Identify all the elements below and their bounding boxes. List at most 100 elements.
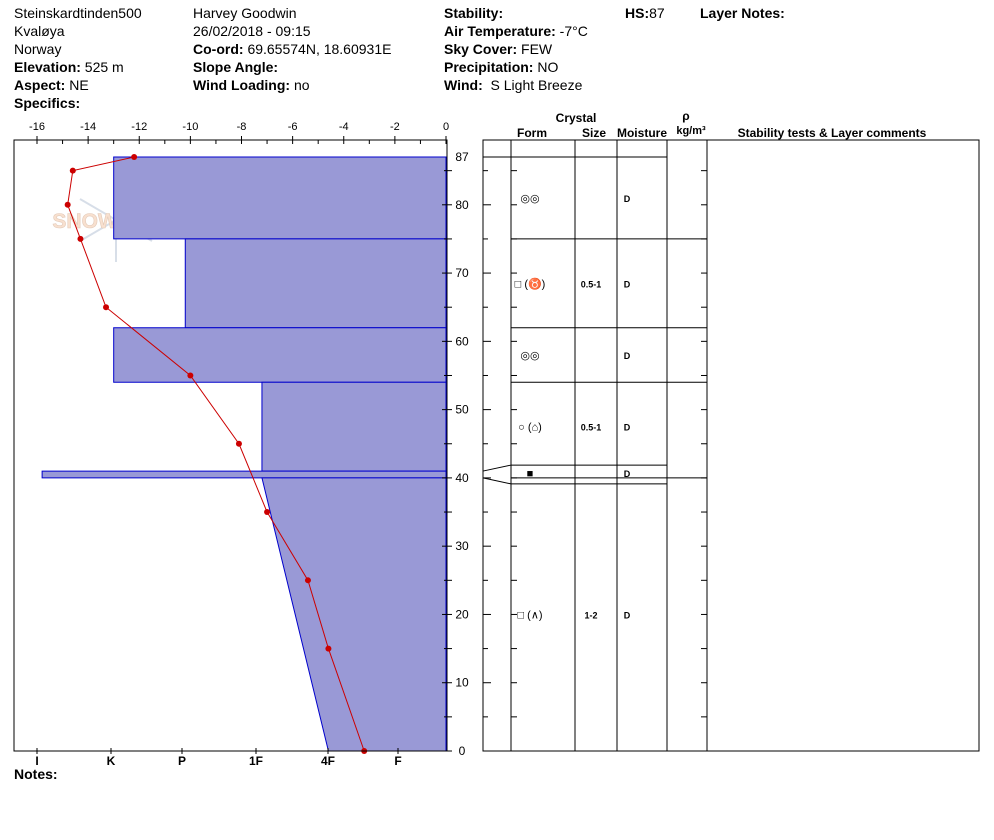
layer-moisture-3: D bbox=[624, 423, 631, 433]
coord-row: Co-ord: 69.65574N, 18.60931E bbox=[193, 40, 391, 58]
hardness-layer-3 bbox=[261, 381, 447, 472]
specifics-row: Specifics: bbox=[14, 94, 142, 112]
temperature-point-4 bbox=[103, 304, 110, 311]
wind-loading-row: Wind Loading: no bbox=[193, 76, 391, 94]
crystal-header: Crystal bbox=[556, 111, 597, 125]
wind-value: S Light Breeze bbox=[490, 77, 583, 93]
height-tick-label-4: 40 bbox=[455, 471, 469, 485]
size-header: Size bbox=[582, 126, 606, 140]
layer-size-3: 0.5-1 bbox=[581, 423, 602, 433]
site-name: Steinskardtinden500 bbox=[14, 5, 142, 21]
air-temp-label: Air Temperature: bbox=[444, 23, 556, 39]
temperature-point-5 bbox=[187, 372, 194, 379]
height-tick-label-0: 0 bbox=[459, 744, 466, 758]
layer-form-3: ○ (⌂) bbox=[518, 422, 542, 434]
layer-moisture-5: D bbox=[624, 610, 631, 620]
specifics-label: Specifics: bbox=[14, 95, 81, 111]
height-tick-label-8: 80 bbox=[455, 198, 469, 212]
hs-label: HS: bbox=[625, 5, 650, 21]
hardness-axis: I K P 1F 4F F bbox=[35, 748, 402, 768]
layer-form-2: ◎◎ bbox=[520, 350, 539, 362]
layer-moisture-0: D bbox=[624, 194, 631, 204]
aspect-value: NE bbox=[69, 77, 89, 93]
height-tick-label-5: 50 bbox=[455, 403, 469, 417]
elevation-value: 525 m bbox=[84, 59, 124, 75]
notes-row: Notes: bbox=[14, 765, 58, 783]
temp-tick-label-4: -8 bbox=[237, 121, 247, 133]
country-name: Norway bbox=[14, 41, 62, 57]
layer-form-4: ■ bbox=[527, 468, 534, 480]
temperature-point-3 bbox=[77, 235, 84, 242]
height-tick-label-7: 70 bbox=[455, 266, 469, 280]
layer-moisture-2: D bbox=[624, 351, 631, 361]
obs-datetime: 26/02/2018 - 09:15 bbox=[193, 23, 311, 39]
notes-label: Notes: bbox=[14, 766, 58, 782]
slope-row: Slope Angle: bbox=[193, 58, 391, 76]
wind-row: Wind: S Light Breeze bbox=[444, 76, 588, 94]
region-name: Kvaløya bbox=[14, 23, 65, 39]
height-axis: 0 10 20 30 40 50 60 70 80 87 bbox=[442, 150, 707, 758]
header-col3: Stability: Air Temperature: -7°C Sky Cov… bbox=[444, 4, 588, 94]
temperature-point-2 bbox=[64, 201, 71, 208]
temperature-point-8 bbox=[304, 577, 311, 584]
hardness-label-0: I bbox=[35, 754, 38, 768]
layer-size-5: 1-2 bbox=[584, 610, 597, 620]
hardness-label-1: K bbox=[107, 754, 116, 768]
moisture-header: Moisture bbox=[617, 126, 667, 140]
stability-header: Stability tests & Layer comments bbox=[738, 126, 927, 140]
form-header: Form bbox=[517, 126, 547, 140]
sky-label: Sky Cover: bbox=[444, 41, 518, 57]
temp-tick-label-2: -12 bbox=[131, 121, 147, 133]
header-col1: Steinskardtinden500 Kvaløya Norway Eleva… bbox=[14, 4, 142, 112]
precip-label: Precipitation: bbox=[444, 59, 534, 75]
temp-tick-label-8: 0 bbox=[443, 121, 449, 133]
hardness-label-2: P bbox=[178, 754, 186, 768]
sky-row: Sky Cover: FEW bbox=[444, 40, 588, 58]
coord-label: Co-ord: bbox=[193, 41, 244, 57]
air-temp-value: -7°C bbox=[559, 23, 588, 39]
temperature-point-7 bbox=[264, 509, 271, 516]
height-tick-label-2: 20 bbox=[455, 607, 469, 621]
precip-row: Precipitation: NO bbox=[444, 58, 588, 76]
wind-loading-value: no bbox=[293, 77, 310, 93]
wind-loading-label: Wind Loading: bbox=[193, 77, 291, 93]
temp-tick-label-5: -6 bbox=[288, 121, 298, 133]
temp-tick-label-7: -2 bbox=[390, 121, 400, 133]
air-temp-row: Air Temperature: -7°C bbox=[444, 22, 588, 40]
hardness-profile bbox=[41, 156, 447, 752]
aspect-label: Aspect: bbox=[14, 77, 66, 93]
layer-table-rows: ◎◎ D □ (♉) 0.5-1 D ◎◎ D ○ (⌂) 0.5-1 D ■ D □ (∧) 1-2 D bbox=[482, 156, 707, 621]
temperature-profile bbox=[64, 154, 368, 754]
hardness-layer-5 bbox=[261, 477, 447, 752]
layer-size-1: 0.5-1 bbox=[581, 279, 602, 289]
stability-row: Stability: bbox=[444, 4, 588, 22]
header-col2: Harvey Goodwin 26/02/2018 - 09:15 Co-ord… bbox=[193, 4, 391, 94]
temperature-axis: -16 -14 -12 -10 -8 -6 -4 -2 0 bbox=[29, 121, 449, 144]
slope-label: Slope Angle: bbox=[193, 59, 279, 75]
temp-tick-label-3: -10 bbox=[182, 121, 198, 133]
layer-moisture-4: D bbox=[624, 469, 631, 479]
hardness-layer-0 bbox=[113, 156, 447, 240]
hardness-layer-4 bbox=[41, 470, 447, 479]
rho-header: ρ bbox=[682, 109, 689, 123]
chart-frame bbox=[13, 139, 448, 752]
temp-tick-label-0: -16 bbox=[29, 121, 45, 133]
wind-label: Wind: bbox=[444, 77, 483, 93]
hs-value: 87 bbox=[649, 5, 665, 21]
temperature-point-9 bbox=[325, 645, 332, 652]
layer-form-5: □ (∧) bbox=[517, 609, 542, 621]
hardness-label-3: 1F bbox=[249, 754, 263, 768]
coord-value: 69.65574N, 18.60931E bbox=[247, 41, 392, 57]
layer-table-headers: Crystal Form Size Moisture ρ kg/m³ Stabi… bbox=[517, 109, 927, 140]
layer-form-0: ◎◎ bbox=[520, 193, 539, 205]
hardness-label-4: 4F bbox=[321, 754, 335, 768]
precip-value: NO bbox=[537, 59, 559, 75]
height-tick-label-9: 87 bbox=[455, 150, 469, 164]
aspect-row: Aspect: NE bbox=[14, 76, 142, 94]
layer-notes-label: Layer Notes: bbox=[700, 5, 785, 21]
height-tick-label-1: 10 bbox=[455, 676, 469, 690]
layer-form-1: □ (♉) bbox=[515, 277, 546, 290]
hardness-layer-1 bbox=[184, 238, 447, 329]
temperature-point-0 bbox=[131, 154, 138, 160]
